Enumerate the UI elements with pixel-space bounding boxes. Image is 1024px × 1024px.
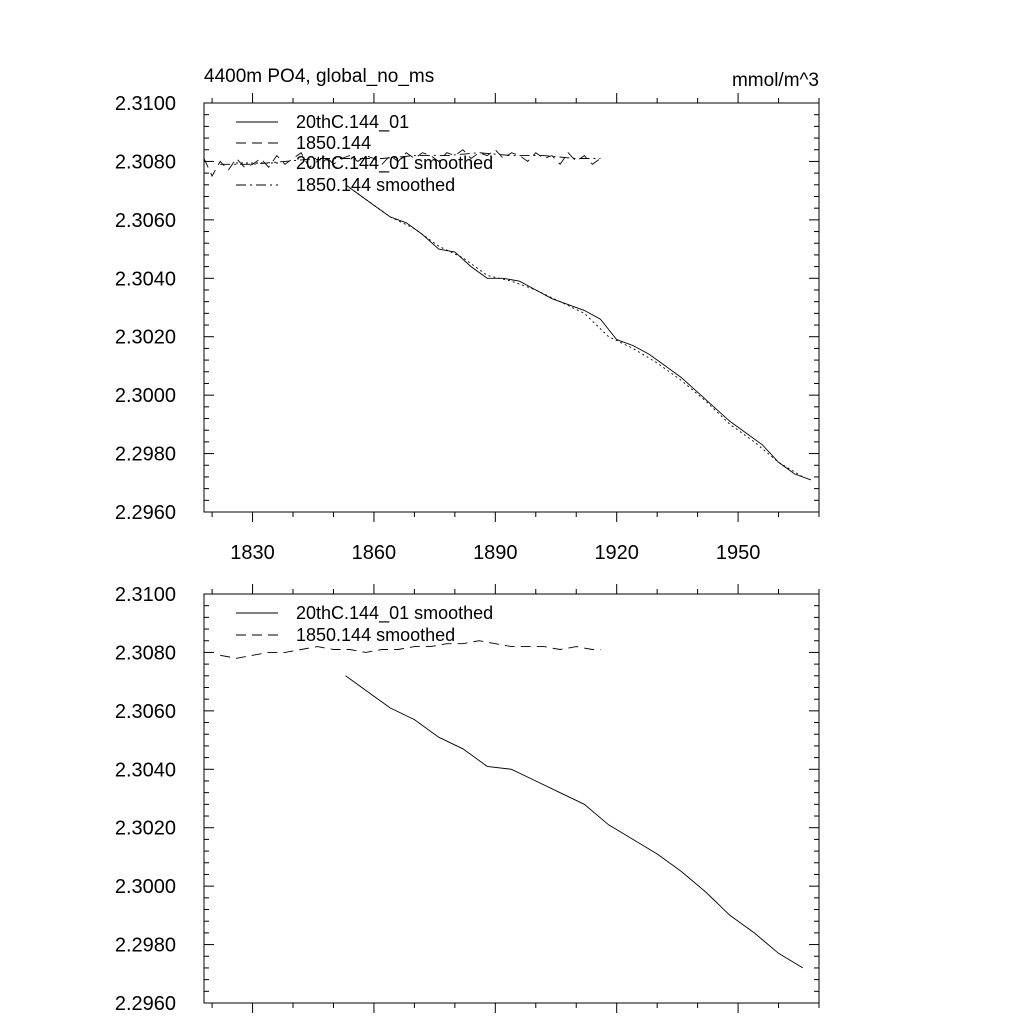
plot-frame bbox=[203, 593, 820, 1004]
series-line-4 bbox=[220, 152, 601, 165]
y-tick-label: 2.2980 bbox=[115, 935, 176, 957]
x-tick-label: 1830 bbox=[230, 542, 275, 564]
y-tick-label: 2.3100 bbox=[115, 584, 176, 606]
y-tick-label: 2.3100 bbox=[115, 93, 176, 115]
y-tick-label: 2.3060 bbox=[115, 210, 176, 232]
y-tick-label: 2.2960 bbox=[115, 502, 176, 524]
y-tick-label: 2.2960 bbox=[115, 993, 176, 1015]
y-tick-label: 2.3020 bbox=[115, 818, 176, 840]
top-panel: 2.3100 2.3080 2.3060 2.3040 2.3020 2.3000 2.29… bbox=[115, 93, 820, 564]
y-tick-label: 2.3000 bbox=[115, 385, 176, 407]
legend-label: 20thC.144_01 bbox=[296, 112, 409, 133]
x-tick-label: 1950 bbox=[716, 542, 761, 564]
y-tick-label: 2.3040 bbox=[115, 759, 176, 781]
series-line-2 bbox=[220, 640, 601, 659]
figure-title: 4400m PO4, global_no_ms bbox=[204, 66, 434, 87]
y-tick-label: 2.3060 bbox=[115, 701, 176, 723]
legend-label: 20thC.144_01 smoothed bbox=[296, 153, 493, 174]
plot-frame bbox=[203, 102, 820, 513]
x-tick-label: 1860 bbox=[352, 542, 397, 564]
y-tick-label: 2.3080 bbox=[115, 151, 176, 173]
series-line-1 bbox=[345, 675, 804, 969]
legend-label: 20thC.144_01 smoothed bbox=[296, 603, 493, 624]
x-tick-label: 1890 bbox=[473, 542, 518, 564]
series-line-1 bbox=[345, 184, 812, 481]
y-tick-label: 2.3020 bbox=[115, 327, 176, 349]
y-tick-label: 2.2980 bbox=[115, 444, 176, 466]
units-label: mmol/m^3 bbox=[732, 70, 819, 91]
legend-label: 1850.144 smoothed bbox=[296, 625, 455, 645]
x-tick-label: 1920 bbox=[594, 542, 639, 564]
legend-label: 1850.144 smoothed bbox=[296, 175, 455, 195]
series-line-2 bbox=[203, 149, 601, 177]
bottom-panel: 2.3100 2.3080 2.3060 2.3040 2.3020 2.3000 2.29… bbox=[115, 584, 820, 1015]
y-tick-label: 2.3040 bbox=[115, 268, 176, 290]
y-tick-label: 2.3000 bbox=[115, 876, 176, 898]
series-line-3 bbox=[345, 184, 804, 478]
legend-label: 1850.144 bbox=[296, 133, 371, 153]
y-tick-label: 2.3080 bbox=[115, 642, 176, 664]
